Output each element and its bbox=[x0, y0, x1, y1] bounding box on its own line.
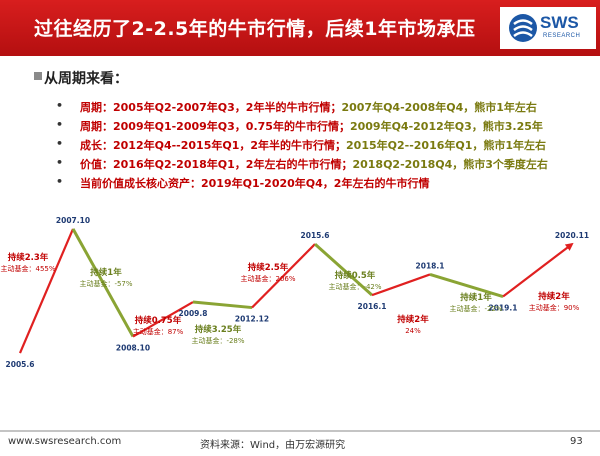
segment-return-label: 主动基金：206% bbox=[240, 274, 295, 283]
bear-segment-line bbox=[313, 242, 374, 297]
sws-logo-icon bbox=[509, 14, 537, 42]
bull-phase-text: 价值：2016年Q2-2018年Q1，2年左右的牛市行情； bbox=[80, 158, 353, 171]
timeline-point-label: 2018.1 bbox=[416, 261, 445, 270]
segment-return-label: 主动基金：90% bbox=[529, 303, 580, 312]
bull-phase-text: 周期：2009年Q1-2009年Q3，0.75年的牛市行情； bbox=[80, 120, 350, 133]
bullet-dot-icon: • bbox=[56, 137, 64, 150]
segment-return-label: 24% bbox=[405, 327, 421, 335]
segment-duration-label: 持续0.75年 bbox=[135, 315, 182, 326]
bullet-dot-icon: • bbox=[56, 175, 64, 188]
logo-subtext: RESEARCH bbox=[543, 33, 581, 39]
segment-duration-label: 持续2.5年 bbox=[248, 262, 289, 273]
bullet-dot-icon: • bbox=[56, 99, 64, 112]
bear-segment-line bbox=[192, 300, 253, 310]
sws-logo: SWS RESEARCH bbox=[500, 7, 596, 49]
bullet-dot-icon: • bbox=[56, 118, 64, 131]
bear-phase-text: 2018Q2-2018Q4，熊市3个季度左右 bbox=[352, 158, 548, 171]
page-title: 过往经历了2-2.5年的牛市行情，后续1年市场承压 bbox=[34, 18, 476, 40]
bear-phase-text: 2007年Q4-2008年Q4，熊市1年左右 bbox=[341, 101, 537, 114]
bull-segment-line bbox=[18, 228, 75, 354]
title-bar: 过往经历了2-2.5年的牛市行情，后续1年市场承压 SWS RESEARCH bbox=[0, 0, 600, 56]
bullet-text: 当前价值成长核心资产：2019年Q1-2020年Q4，2年左右的牛市行情 bbox=[80, 175, 429, 191]
segment-duration-label: 持续2.3年 bbox=[8, 252, 49, 263]
bullet-text: 周期：2009年Q1-2009年Q3，0.75年的牛市行情；2009年Q4-20… bbox=[80, 118, 543, 134]
timeline-point-label: 2007.10 bbox=[56, 216, 90, 225]
timeline-point-label: 2016.1 bbox=[358, 302, 387, 311]
footer-source: 资料来源：Wind，由万宏源研究 bbox=[200, 440, 346, 451]
section-heading: 从周期来看： bbox=[44, 71, 128, 87]
logo-text: SWS bbox=[540, 13, 579, 32]
segment-duration-label: 持续1年 bbox=[460, 292, 492, 303]
bear-segment-line bbox=[429, 273, 504, 298]
footer-url: www.swsresearch.com bbox=[8, 436, 122, 447]
bear-phase-text: 2015年Q2--2016年Q1，熊市1年左右 bbox=[346, 139, 547, 152]
bull-phase-text: 成长：2012年Q4--2015年Q1，2年半的牛市行情； bbox=[80, 139, 347, 152]
bullet-dot-icon: • bbox=[56, 156, 64, 169]
timeline-point-label: 2020.11 bbox=[555, 231, 589, 240]
segment-return-label: 主动基金：455% bbox=[0, 264, 55, 273]
timeline-point-label: 2008.10 bbox=[116, 344, 150, 353]
segment-duration-label: 持续2年 bbox=[538, 291, 570, 302]
timeline-point-label: 2005.6 bbox=[6, 360, 35, 369]
segment-return-label: 主动基金：-22% bbox=[449, 304, 502, 313]
section-square-icon bbox=[34, 72, 42, 80]
footer-divider bbox=[0, 430, 600, 432]
timeline-point-label: 2015.6 bbox=[301, 231, 330, 240]
bull-segment-line bbox=[251, 243, 316, 309]
bull-segment-line bbox=[132, 301, 194, 338]
timeline-point-label: 2012.12 bbox=[235, 315, 269, 324]
segment-duration-label: 持续1年 bbox=[90, 267, 122, 278]
bullet-text: 周期：2005年Q2-2007年Q3，2年半的牛市行情；2007年Q4-2008… bbox=[80, 99, 537, 115]
bullet-text: 成长：2012年Q4--2015年Q1，2年半的牛市行情；2015年Q2--20… bbox=[80, 137, 546, 153]
bull-phase-text: 周期：2005年Q2-2007年Q3，2年半的牛市行情； bbox=[80, 101, 342, 114]
cycle-line-chart: 2005.6 2007.10 2008.10 2009.8 2012.12 2015.6 2… bbox=[0, 216, 589, 369]
segment-return-label: 主动基金：-42% bbox=[328, 282, 381, 291]
bear-segment-line bbox=[71, 228, 135, 338]
bullet-text: 价值：2016年Q2-2018年Q1，2年左右的牛市行情；2018Q2-2018… bbox=[80, 156, 548, 172]
segment-return-label: 主动基金：-57% bbox=[79, 279, 132, 288]
timeline-point-label: 2019.1 bbox=[489, 304, 518, 313]
segment-duration-label: 持续3.25年 bbox=[195, 324, 242, 335]
segment-duration-label: 持续2年 bbox=[397, 314, 429, 325]
bull-segment-line bbox=[371, 273, 431, 297]
bull-phase-text: 当前价值成长核心资产：2019年Q1-2020年Q4，2年左右的牛市行情 bbox=[80, 177, 430, 190]
page-number: 93 bbox=[570, 436, 583, 447]
bull-segment-line bbox=[502, 242, 574, 298]
bear-phase-text: 2009年Q4-2012年Q3，熊市3.25年 bbox=[349, 120, 543, 133]
segment-duration-label: 持续0.5年 bbox=[335, 270, 376, 281]
timeline-point-label: 2009.8 bbox=[179, 309, 208, 318]
segment-return-label: 主动基金：-28% bbox=[191, 336, 244, 345]
segment-return-label: 主动基金：87% bbox=[133, 327, 184, 336]
